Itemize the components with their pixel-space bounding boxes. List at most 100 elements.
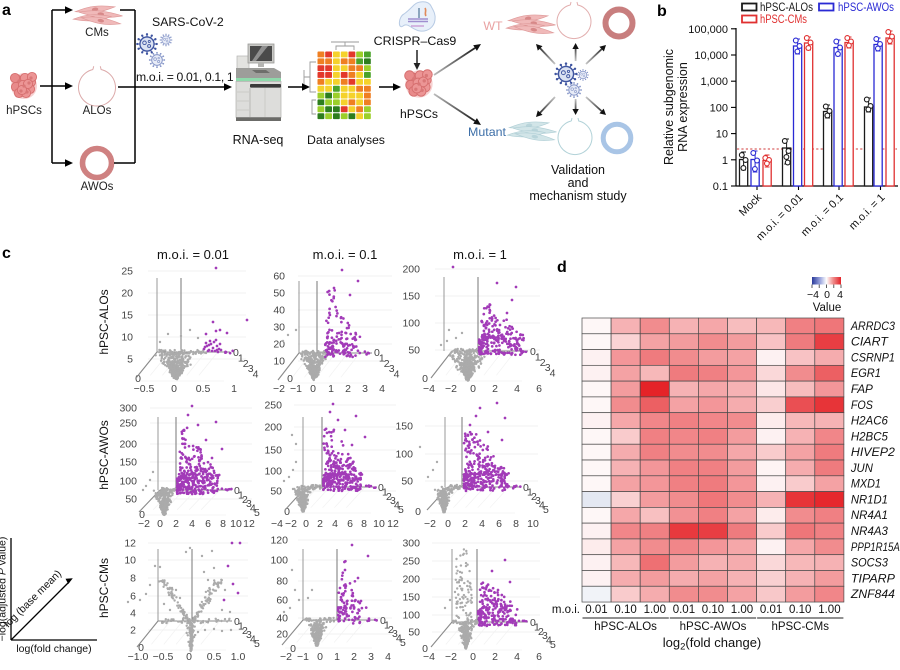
svg-text:−1: −1: [290, 383, 302, 395]
svg-text:Data analyses: Data analyses: [307, 133, 385, 147]
svg-text:5: 5: [254, 507, 260, 519]
svg-text:3: 3: [248, 363, 254, 375]
svg-text:b: b: [657, 3, 667, 20]
svg-text:40: 40: [276, 613, 288, 625]
svg-text:2: 2: [384, 358, 390, 370]
svg-text:2: 2: [173, 518, 179, 530]
svg-text:2: 2: [243, 358, 249, 370]
svg-text:6: 6: [130, 591, 136, 603]
svg-text:0: 0: [317, 651, 323, 663]
svg-text:1: 1: [238, 489, 244, 501]
svg-text:4: 4: [514, 383, 520, 395]
svg-text:50: 50: [270, 486, 282, 498]
svg-text:150: 150: [402, 291, 420, 303]
svg-text:0.1: 0.1: [713, 181, 728, 193]
svg-text:8: 8: [513, 518, 519, 530]
svg-text:4: 4: [253, 369, 259, 381]
svg-text:hPSC-AWOs: hPSC-AWOs: [97, 420, 111, 490]
svg-text:−2: −2: [280, 651, 292, 663]
svg-text:2: 2: [386, 491, 392, 503]
svg-text:mechanism study: mechanism study: [529, 189, 627, 203]
svg-text:2: 2: [540, 357, 546, 369]
svg-text:1: 1: [722, 155, 728, 167]
svg-text:3: 3: [545, 362, 551, 374]
svg-text:200: 200: [264, 422, 282, 434]
svg-text:50: 50: [125, 494, 137, 506]
svg-text:100,000: 100,000: [688, 24, 728, 36]
svg-text:0: 0: [139, 509, 145, 521]
svg-text:−1.0: −1.0: [128, 651, 149, 663]
svg-text:6: 6: [205, 518, 211, 530]
svg-text:10: 10: [124, 555, 136, 567]
svg-text:150: 150: [395, 421, 413, 433]
svg-text:40: 40: [273, 305, 285, 317]
svg-text:0: 0: [374, 347, 380, 359]
svg-text:10,000: 10,000: [694, 50, 728, 62]
svg-text:hPSC-AWOs: hPSC-AWOs: [838, 2, 894, 14]
svg-text:250: 250: [264, 400, 282, 412]
svg-text:6: 6: [536, 383, 542, 395]
svg-text:SARS-CoV-2: SARS-CoV-2: [152, 15, 224, 29]
svg-text:−2: −2: [138, 518, 150, 530]
svg-text:1: 1: [231, 383, 237, 395]
svg-text:25: 25: [121, 266, 133, 278]
svg-text:0: 0: [157, 518, 163, 530]
svg-text:10: 10: [373, 518, 385, 530]
svg-text:Validation: Validation: [551, 163, 605, 177]
svg-text:30: 30: [273, 322, 285, 334]
svg-text:4: 4: [332, 518, 338, 530]
svg-text:m.o.i. = 0.01: m.o.i. = 0.01: [157, 247, 229, 262]
svg-text:12: 12: [243, 518, 255, 530]
svg-text:2: 2: [462, 518, 468, 530]
svg-text:−2: −2: [285, 518, 297, 530]
svg-text:0: 0: [378, 482, 384, 494]
svg-text:0: 0: [530, 346, 536, 358]
svg-text:and: and: [568, 176, 589, 190]
svg-text:2: 2: [492, 383, 498, 395]
svg-text:CMs: CMs: [85, 27, 109, 39]
svg-text:50: 50: [401, 476, 413, 488]
svg-text:2: 2: [351, 651, 357, 663]
svg-text:100: 100: [119, 476, 137, 488]
svg-text:4: 4: [379, 383, 385, 395]
svg-text:0: 0: [415, 506, 421, 518]
svg-text:100: 100: [270, 555, 288, 567]
svg-text:4: 4: [550, 368, 556, 380]
svg-text:0.5: 0.5: [207, 651, 222, 663]
svg-text:20: 20: [273, 339, 285, 351]
svg-text:hPSCs: hPSCs: [400, 107, 438, 121]
svg-text:200: 200: [402, 264, 420, 276]
svg-text:3: 3: [390, 495, 396, 507]
svg-text:WT: WT: [483, 19, 503, 33]
svg-text:m.o.i. = 1: m.o.i. = 1: [453, 247, 507, 262]
svg-text:−4: −4: [271, 518, 283, 530]
svg-text:Mutant: Mutant: [468, 125, 506, 139]
svg-text:60: 60: [276, 595, 288, 607]
svg-text:4: 4: [250, 503, 256, 515]
svg-text:3: 3: [368, 651, 374, 663]
svg-text:60: 60: [273, 271, 285, 283]
svg-text:3: 3: [246, 498, 252, 510]
svg-text:5: 5: [254, 638, 260, 650]
svg-text:hPSC-ALOs: hPSC-ALOs: [97, 289, 111, 354]
svg-text:150: 150: [264, 445, 282, 457]
svg-text:0: 0: [186, 651, 192, 663]
svg-text:20: 20: [121, 288, 133, 300]
svg-text:3: 3: [389, 363, 395, 375]
svg-text:3: 3: [362, 383, 368, 395]
svg-text:0: 0: [284, 506, 290, 518]
svg-text:−2: −2: [424, 518, 436, 530]
svg-text:0: 0: [233, 347, 239, 359]
svg-text:10: 10: [121, 332, 133, 344]
svg-text:2: 2: [242, 494, 248, 506]
svg-text:1,000: 1,000: [700, 76, 728, 88]
svg-text:1: 1: [238, 352, 244, 364]
svg-text:120: 120: [270, 535, 288, 547]
svg-text:8: 8: [220, 518, 226, 530]
svg-text:4: 4: [385, 651, 391, 663]
svg-text:m.o.i. = 0.01, 0.1, 1: m.o.i. = 0.01, 0.1, 1: [136, 70, 234, 84]
svg-text:0: 0: [470, 383, 476, 395]
svg-text:0: 0: [171, 383, 177, 395]
svg-text:c: c: [2, 245, 11, 262]
svg-text:AWOs: AWOs: [81, 181, 114, 193]
